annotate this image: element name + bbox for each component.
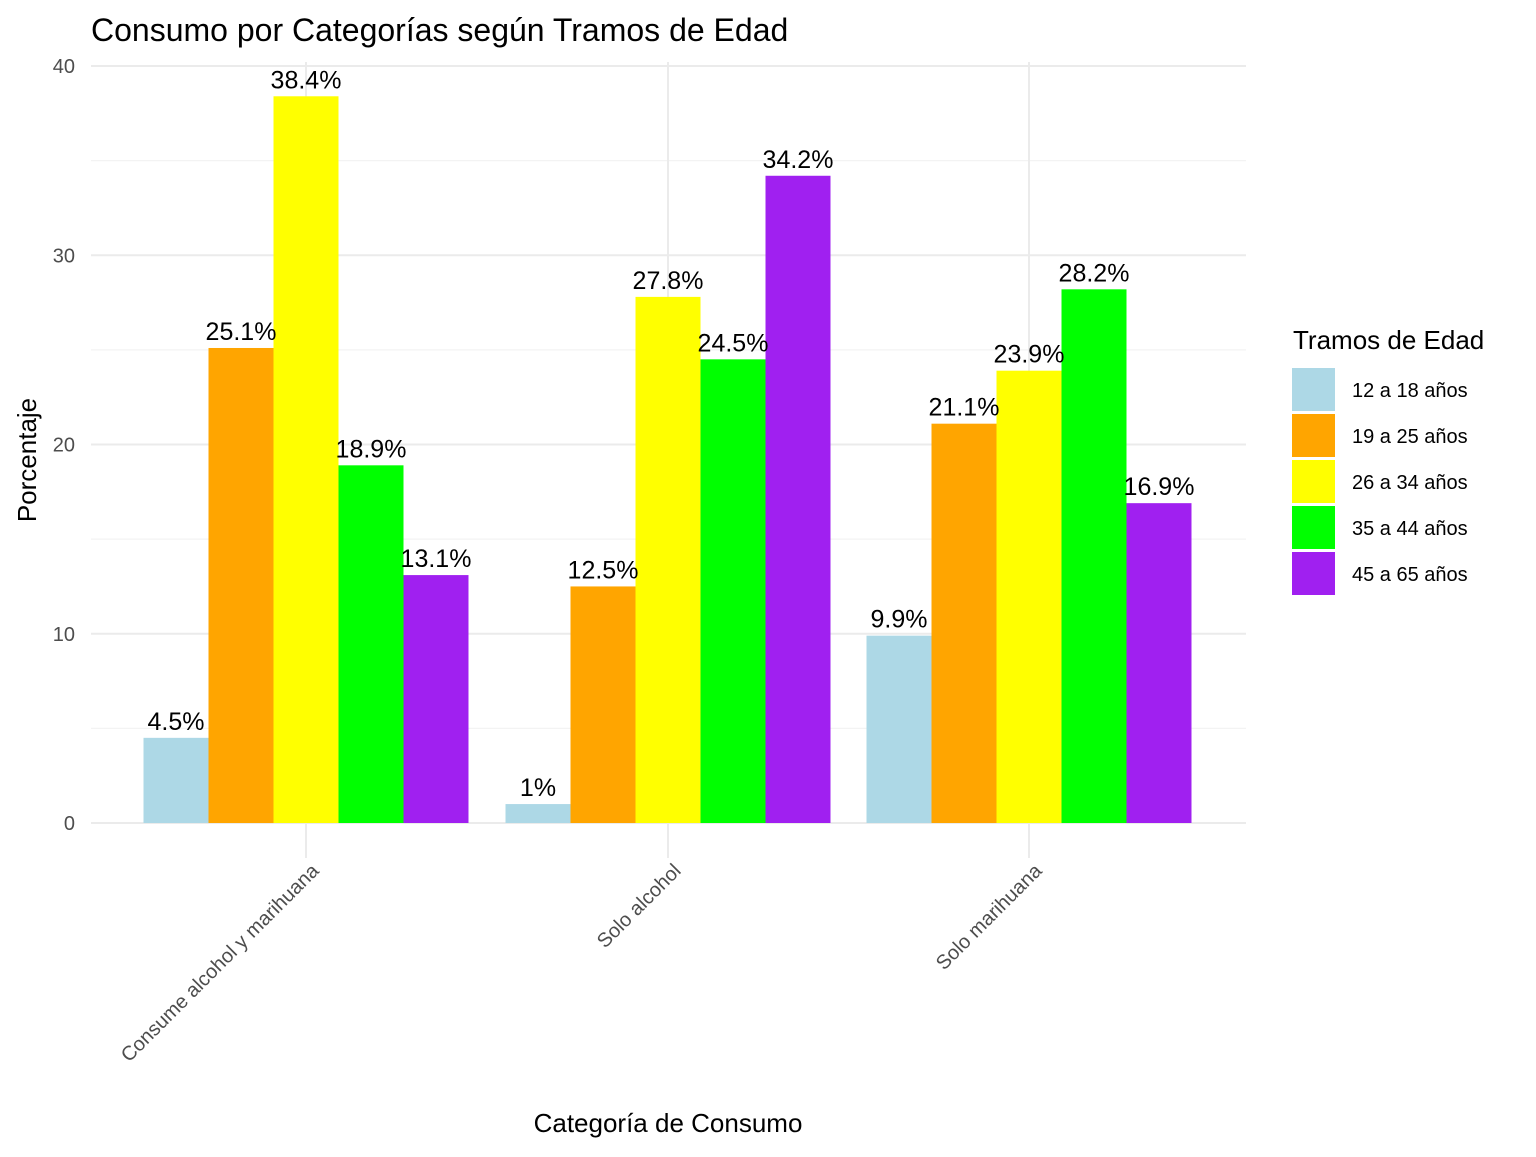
bar <box>273 96 339 823</box>
legend-key <box>1292 506 1335 549</box>
legend-label: 12 a 18 años <box>1352 380 1468 402</box>
bar <box>996 370 1062 823</box>
y-tick-label: 30 <box>53 245 75 267</box>
bar <box>208 347 274 823</box>
legend-key <box>1292 414 1335 457</box>
legend-key <box>1292 552 1335 595</box>
x-axis-ticks: Consume alcohol y marihuana Solo alcohol S… <box>117 859 1047 1066</box>
y-axis-title: Porcentaje <box>12 398 42 522</box>
x-axis-title: Categoría de Consumo <box>534 1108 803 1138</box>
legend: Tramos de Edad 12 a 18 años 19 a 25 años 2… <box>1292 325 1484 595</box>
data-label: 13.1% <box>401 545 472 573</box>
chart-title: Consumo por Categorías según Tramos de E… <box>91 12 788 48</box>
bar <box>403 575 469 823</box>
data-label: 34.2% <box>763 146 834 174</box>
data-label: 18.9% <box>336 435 407 463</box>
bar <box>143 737 209 823</box>
x-tick-label: Solo marihuana <box>932 859 1047 974</box>
legend-key <box>1292 368 1335 411</box>
data-label: 12.5% <box>568 556 639 584</box>
data-label: 21.1% <box>929 394 1000 422</box>
data-label: 1% <box>520 774 556 802</box>
legend-title: Tramos de Edad <box>1293 325 1484 355</box>
bar <box>570 586 636 823</box>
legend-label: 45 a 65 años <box>1352 564 1468 586</box>
data-label: 25.1% <box>206 318 277 346</box>
data-label: 4.5% <box>148 708 205 736</box>
bars <box>143 96 1192 823</box>
bar <box>1061 289 1127 823</box>
y-tick-label: 40 <box>53 56 75 78</box>
bar <box>866 635 932 823</box>
legend-label: 35 a 44 años <box>1352 518 1468 540</box>
legend-key <box>1292 460 1335 503</box>
bar <box>1126 503 1192 823</box>
bar <box>700 359 766 823</box>
y-tick-label: 20 <box>53 435 75 457</box>
bar <box>338 465 404 823</box>
bar <box>931 423 997 823</box>
data-label: 9.9% <box>871 606 928 634</box>
legend-label: 19 a 25 años <box>1352 426 1468 448</box>
legend-label: 26 a 34 años <box>1352 472 1468 494</box>
data-labels: 4.5% 25.1% 38.4% 18.9% 13.1% 1% 12.5% 27.8% 24.5… <box>148 66 1195 802</box>
data-label: 38.4% <box>271 66 342 94</box>
y-tick-label: 10 <box>53 624 75 646</box>
bar <box>765 175 831 823</box>
bar <box>635 296 701 823</box>
y-axis-ticks: 0 10 20 30 40 <box>53 56 75 835</box>
x-tick-label: Solo alcohol <box>593 860 686 953</box>
data-label: 24.5% <box>698 329 769 357</box>
data-label: 28.2% <box>1059 259 1130 287</box>
data-label: 27.8% <box>633 267 704 295</box>
data-label: 16.9% <box>1124 473 1195 501</box>
y-tick-label: 0 <box>64 813 75 835</box>
bar <box>505 804 571 823</box>
x-tick-label: Consume alcohol y marihuana <box>117 859 324 1066</box>
data-label: 23.9% <box>994 341 1065 369</box>
